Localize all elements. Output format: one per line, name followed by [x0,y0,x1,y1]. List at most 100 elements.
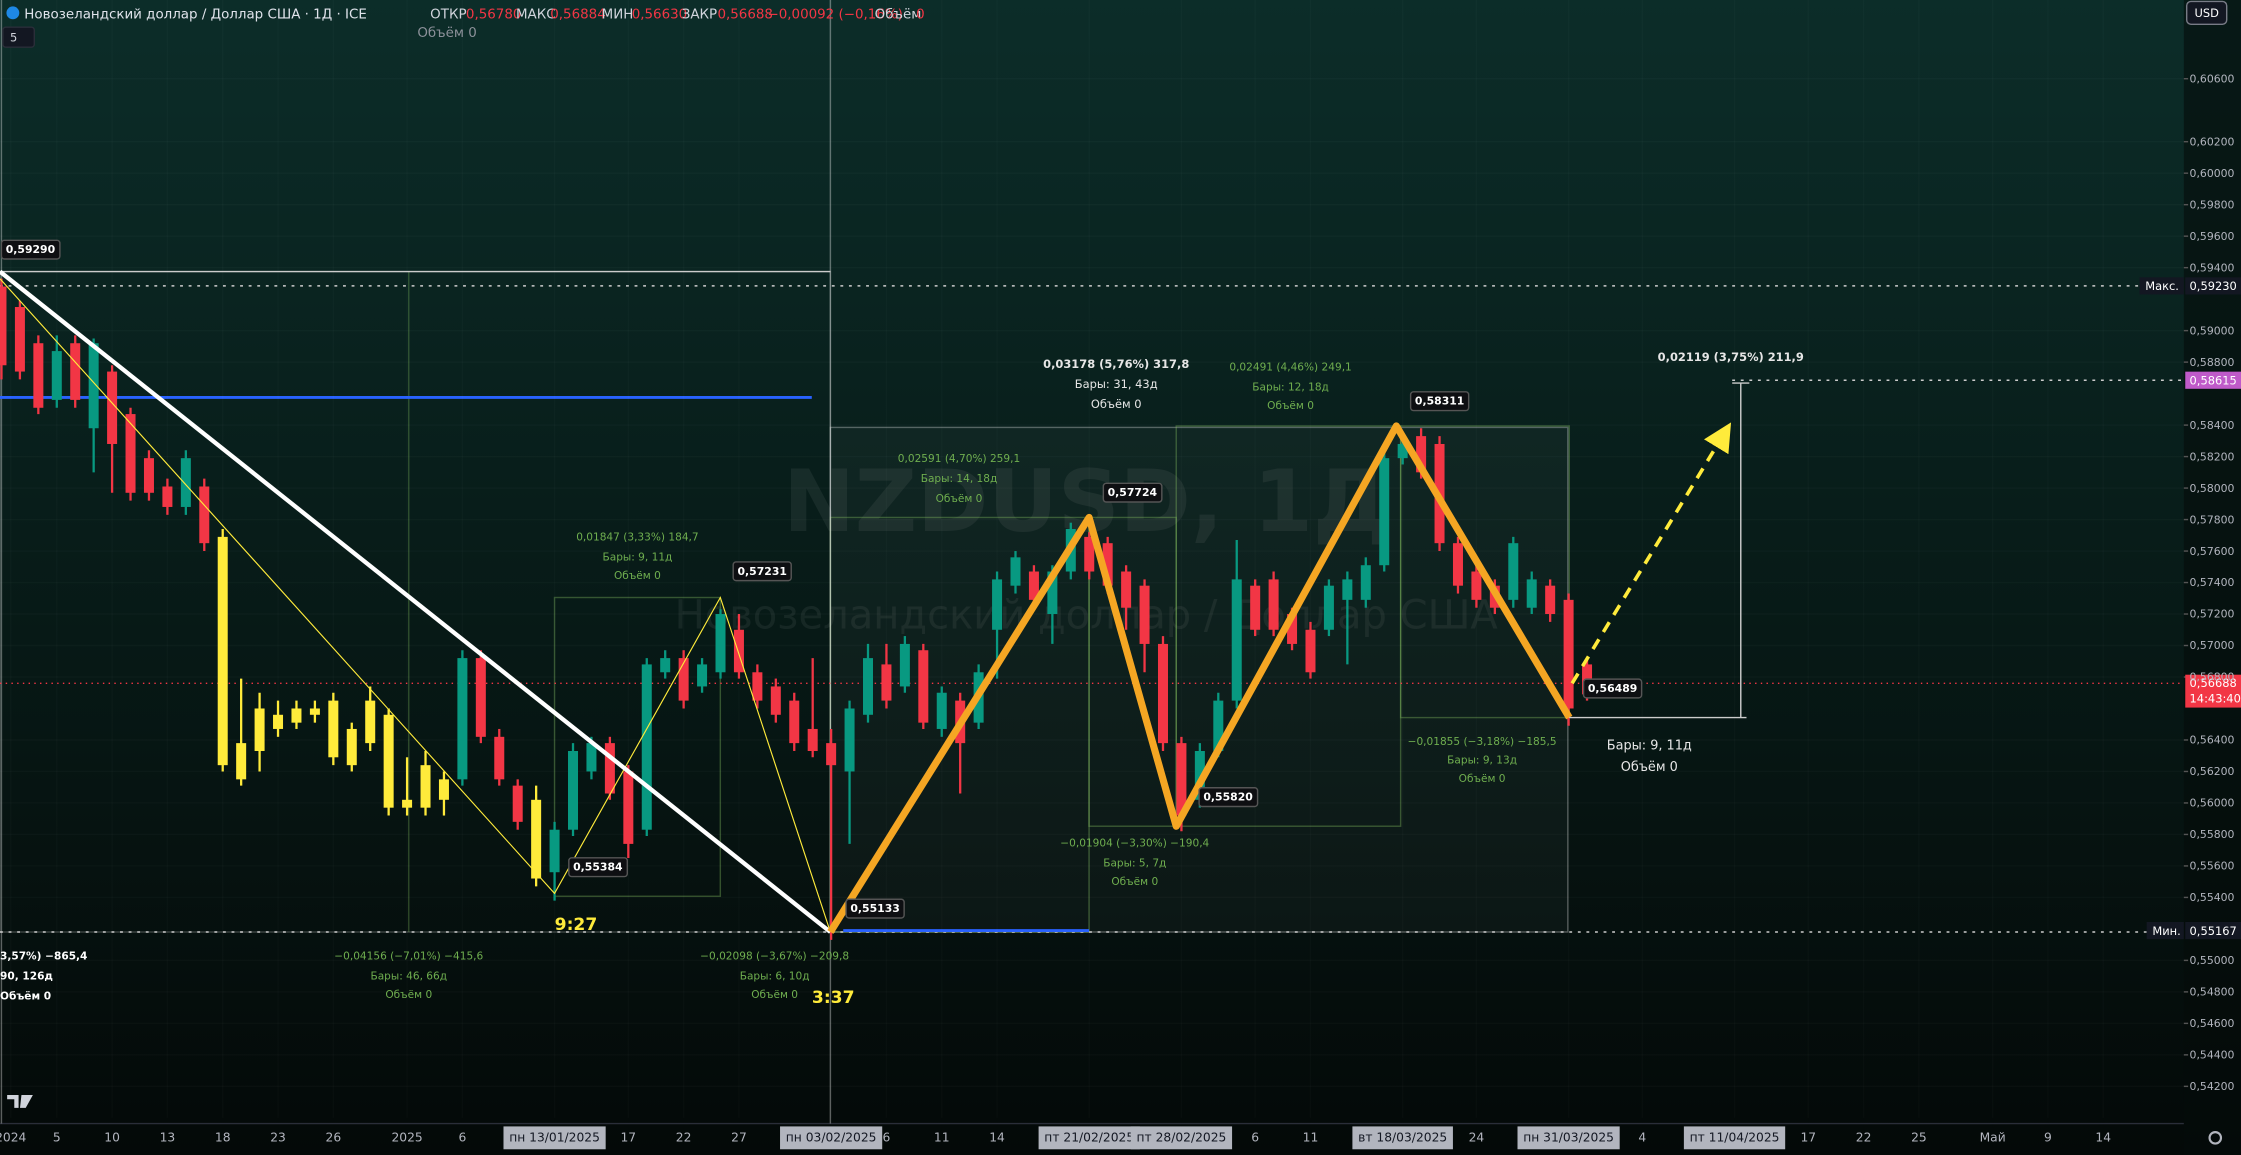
price-label-box [845,898,905,919]
bar-body [346,728,357,766]
ohlc-value: 0,56780 [466,7,522,22]
ohlc-label: ЗАКР [682,7,717,22]
x-tick-label: 18 [215,1130,231,1144]
volume-line: Объём 0 [417,25,477,41]
y-tick-label: 0,56800 [2190,671,2235,684]
y-tick-label: 0,59400 [2190,261,2235,274]
y-tick-label: 0,57400 [2190,576,2235,589]
y-tick-label: 0,59000 [2190,324,2235,337]
bar-body [1121,571,1132,608]
measure-text: Объём 0 [1267,400,1314,412]
bar-body [33,343,44,408]
bar-body [1526,579,1537,608]
bar-body [899,643,910,687]
bar-body [1563,599,1574,709]
measure-text: 0,02591 (4,70%) 259,1 [898,453,1020,465]
measure-box [1175,425,1402,827]
measure-text: 90, 126д [0,970,53,982]
x-tick-label: 27 [731,1130,747,1144]
annotations: 3,57%) −865,4 90, 126д Объём 0 −0,04156 … [0,239,1804,1008]
y-tick-label: 0,60600 [2190,72,2235,85]
badge-bg [2185,921,2241,940]
bar-body [992,579,1003,630]
bar-body [936,692,947,729]
badge-value: 0,59230 [2190,279,2237,293]
x-tick-label: 13 [160,1130,176,1144]
x-tick-label: 22 [676,1130,692,1144]
y-tick-label: 0,58200 [2190,450,2235,463]
bar-body [641,664,652,830]
bar-body [107,371,118,444]
price-label: 0,57231 [737,565,786,578]
price-label-box [0,239,61,260]
x-tick-label: 5 [53,1130,61,1144]
bar-body [918,650,929,723]
footer-icons [7,1094,2223,1145]
x-tick-label: вт 18/03/2025 [1358,1130,1447,1144]
bar-body [770,686,781,715]
bar-body [1379,458,1390,566]
bar-body [1139,585,1150,644]
price-label-box [1409,391,1470,412]
indicators-count[interactable]: 5 [10,30,17,44]
y-tick-label: 0,58800 [2190,356,2235,369]
bar-body [199,486,210,544]
measure-text: Бары: 14, 18д [921,473,998,485]
price-label-box [732,561,792,582]
bar-body [1416,436,1427,473]
measure-text: 0,02491 (4,46%) 249,1 [1229,361,1351,373]
bar-body [862,658,874,715]
bar-body [365,700,376,744]
x-tick-label: пт 28/02/2025 [1136,1130,1226,1144]
y-tick-label: 0,55800 [2190,828,2235,841]
ohlc-label: МАКС [516,7,556,22]
y-tick-label: 0,60000 [2190,167,2235,180]
settings-button[interactable] [2208,1131,2223,1145]
ohlc-value: 0,56688 [717,7,773,22]
bar-body [1452,543,1463,586]
bar-body [475,658,486,737]
bar-body [309,708,320,715]
bar-body [1342,579,1353,600]
measure-text: Объём 0 [1621,760,1678,775]
bar-body [697,664,708,687]
currency-button[interactable] [2185,0,2228,26]
bar-body [162,486,173,507]
bar-body [1231,579,1242,701]
ohlc-label: ОТКР [430,7,466,22]
price-label-box [1582,678,1643,699]
measure-text: −0,01855 (−3,18%) −185,5 [1408,736,1557,748]
time-note: 3:37 [812,988,855,1008]
bar-body [1250,585,1261,630]
y-tick-label: 0,55400 [2190,891,2235,904]
y-tick-label: 0,56200 [2190,765,2235,778]
watermark: NZDUSD, 1Д Новозеландский доллар / Долла… [675,452,1499,639]
price-label: 0,59290 [6,243,56,256]
symbol-title: Новозеландский доллар / Доллар США · 1Д … [24,7,367,22]
badge-value: 0,55167 [2190,924,2237,938]
price-badges: Макс. 0,59230 0,58615 0,56688 14:43:40 М… [2139,277,2241,940]
bar-body [1102,543,1113,586]
projection-arrow [1570,422,1732,685]
bar-body [14,307,25,372]
y-tick-label: 0,56400 [2190,734,2235,747]
bar-body [623,771,634,844]
bar-body [807,728,818,751]
bar-body [88,343,99,429]
bar-body [1545,585,1556,615]
time-note: 9:27 [555,915,598,935]
measure-text: Бары: 9, 11д [603,551,673,563]
y-tick-label: 0,60200 [2190,135,2235,148]
bar-body [143,458,154,493]
bar-body [568,750,579,830]
currency[interactable]: USD [2194,6,2219,20]
x-tick-label: 14 [989,1130,1005,1144]
bar-body [383,714,394,808]
bar-body [1047,571,1058,615]
indicators-toggle[interactable] [2,26,36,48]
x-tick-label: 6 [883,1130,891,1144]
x-tick-label: 17 [621,1130,637,1144]
drawings-front [0,269,1750,934]
